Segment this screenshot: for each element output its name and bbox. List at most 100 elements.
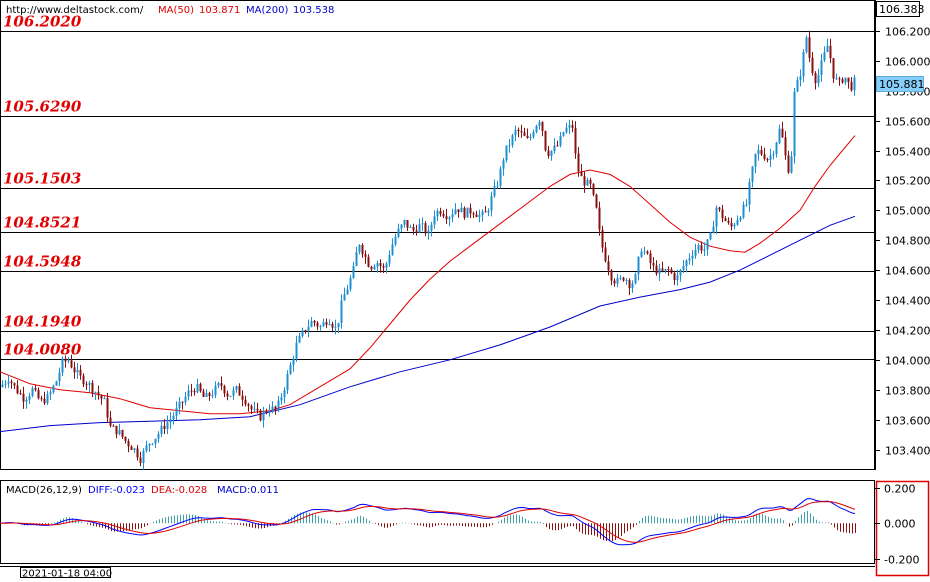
candle-body (82, 375, 85, 385)
candle-body (628, 280, 631, 288)
candle-body (739, 217, 742, 220)
candle-body (385, 263, 388, 268)
candle-body (199, 383, 202, 392)
candle-body (238, 386, 241, 396)
candle-body (223, 386, 226, 394)
candle-body (244, 399, 247, 405)
price-tick-label: 103.400 (885, 445, 930, 458)
price-tick-label: 106.200 (885, 26, 930, 39)
candle-body (751, 166, 754, 182)
candle-body (646, 251, 649, 254)
candle-body (574, 127, 577, 154)
candle-body (559, 135, 562, 146)
candle-body (286, 374, 289, 391)
candle-body (562, 132, 565, 136)
current-price-box (876, 76, 924, 92)
candle-body (616, 278, 619, 284)
candle-body (547, 150, 550, 157)
candle-body (853, 77, 856, 91)
candle-body (34, 388, 37, 390)
candle-body (802, 51, 805, 77)
candle-body (61, 358, 64, 373)
candle-body (817, 75, 820, 84)
candle-body (652, 263, 655, 266)
candle-body (97, 392, 100, 396)
candle-body (553, 145, 556, 151)
candle-body (367, 256, 370, 267)
candle-body (589, 179, 592, 184)
candle-body (76, 369, 79, 373)
candle-body (427, 230, 430, 234)
candle-body (205, 393, 208, 397)
candle-body (454, 209, 457, 215)
candle-body (436, 211, 439, 217)
candle-body (100, 395, 103, 399)
candle-body (556, 145, 559, 147)
candle-body (733, 224, 736, 227)
macd-dea-line (0, 501, 856, 543)
candle-body (283, 390, 286, 398)
candle-body (538, 122, 541, 126)
candle-body (289, 364, 292, 375)
candle-body (169, 419, 172, 423)
price-tick-label: 105.400 (885, 146, 930, 159)
candle-body (259, 410, 262, 421)
candle-body (22, 393, 25, 402)
candle-body (292, 358, 295, 365)
candle-body (70, 360, 73, 368)
candle-body (511, 135, 514, 146)
macd-dea-label: DEA:-0.028 (151, 485, 207, 496)
candle-body (601, 229, 604, 248)
candle-body (256, 408, 259, 411)
candle-body (85, 384, 88, 386)
candle-body (757, 149, 760, 154)
macd-indicator: 0.200 0.000 -0.200 (0, 483, 919, 567)
candle-body (814, 73, 817, 84)
candle-body (793, 91, 796, 157)
candle-body (610, 270, 613, 281)
candle-body (457, 209, 460, 213)
candle-body (769, 155, 772, 160)
ma50-label: MA(50) (158, 5, 194, 16)
candle-body (412, 227, 415, 231)
candle-body (838, 78, 841, 80)
candle-body (781, 128, 784, 138)
candle-body (712, 226, 715, 233)
candle-body (232, 389, 235, 396)
level-label: 104.0080 (3, 341, 82, 359)
candle-body (763, 154, 766, 160)
candle-body (613, 280, 616, 284)
candle-body (481, 211, 484, 215)
macd-panel-frame (0, 480, 875, 564)
candle-body (253, 408, 256, 410)
candle-body (67, 360, 70, 362)
candle-body (799, 76, 802, 80)
macd-axis-box (875, 480, 930, 577)
candle-body (1, 384, 4, 387)
candle-body (361, 245, 364, 255)
candle-body (124, 436, 127, 441)
candle-body (631, 283, 634, 289)
candle-body (103, 398, 106, 400)
candle-body (544, 131, 547, 151)
candle-body (409, 227, 412, 228)
candle-body (115, 425, 118, 435)
candle-body (742, 204, 745, 218)
moving-averages (0, 135, 856, 433)
candle-body (565, 127, 568, 133)
candle-body (499, 168, 502, 186)
candle-body (295, 342, 298, 359)
candle-body (229, 395, 232, 397)
candle-body (265, 411, 268, 413)
ma200-value: 103.538 (293, 5, 334, 16)
candle-body (754, 153, 757, 167)
candle-body (658, 268, 661, 274)
top-price-box (876, 1, 920, 17)
candle-body (220, 383, 223, 387)
price-tick-label: 104.200 (885, 325, 930, 338)
price-tick-label: 103.600 (885, 415, 930, 428)
candle-body (490, 196, 493, 211)
macd-tick-label: 0.000 (884, 518, 916, 531)
candle-body (697, 245, 700, 251)
